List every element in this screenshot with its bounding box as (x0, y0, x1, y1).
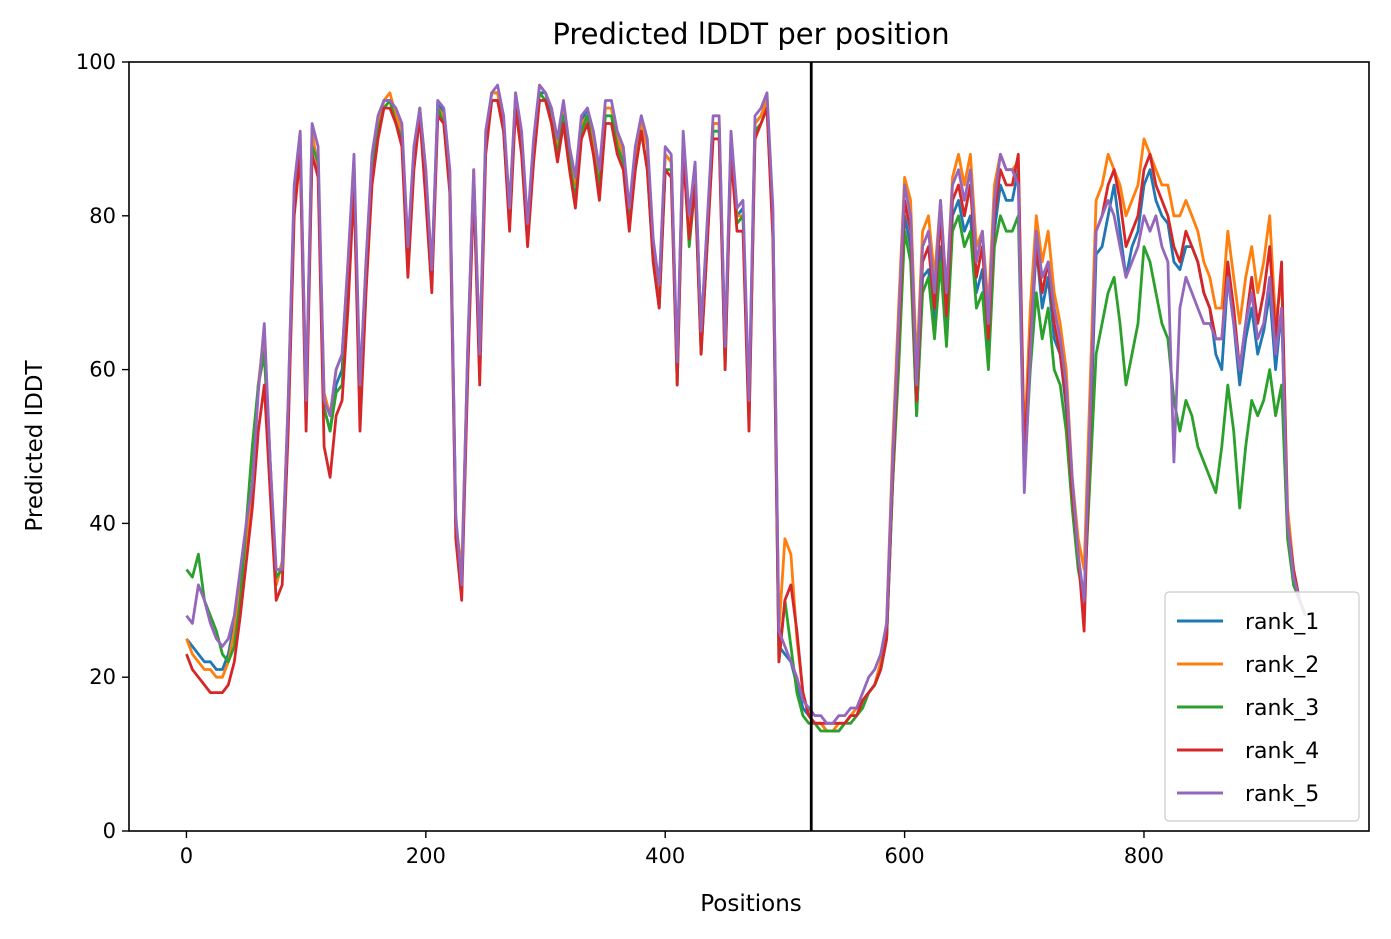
y-tick-label: 0 (103, 819, 116, 843)
y-tick-label: 100 (76, 50, 116, 74)
y-tick-label: 40 (89, 511, 116, 535)
x-tick-label: 400 (645, 844, 685, 868)
legend-label: rank_3 (1245, 696, 1319, 721)
legend-label: rank_5 (1245, 782, 1319, 807)
y-tick-label: 20 (89, 665, 116, 689)
axis-ticks: 0 200 400 600 800 0 20 40 60 80 100 (76, 50, 1164, 868)
y-tick-label: 80 (89, 204, 116, 228)
y-axis-label: Predicted lDDT (22, 359, 48, 531)
x-tick-label: 800 (1124, 844, 1164, 868)
plot-frame (128, 61, 1370, 832)
legend-label: rank_1 (1245, 610, 1319, 635)
legend-label: rank_4 (1245, 739, 1319, 764)
x-axis-label: Positions (700, 891, 802, 917)
chart-title: Predicted lDDT per position (552, 17, 949, 51)
y-tick-label: 60 (89, 358, 116, 382)
series-line-rank_5 (185, 83, 1307, 725)
x-tick-label: 600 (885, 844, 925, 868)
legend: rank_1 rank_2 rank_3 rank_4 rank_5 (1164, 591, 1360, 822)
legend-label: rank_2 (1245, 653, 1319, 678)
x-tick-label: 200 (406, 844, 446, 868)
x-tick-label: 0 (180, 844, 193, 868)
series-layer (185, 83, 1307, 733)
legend-box (1164, 591, 1360, 822)
